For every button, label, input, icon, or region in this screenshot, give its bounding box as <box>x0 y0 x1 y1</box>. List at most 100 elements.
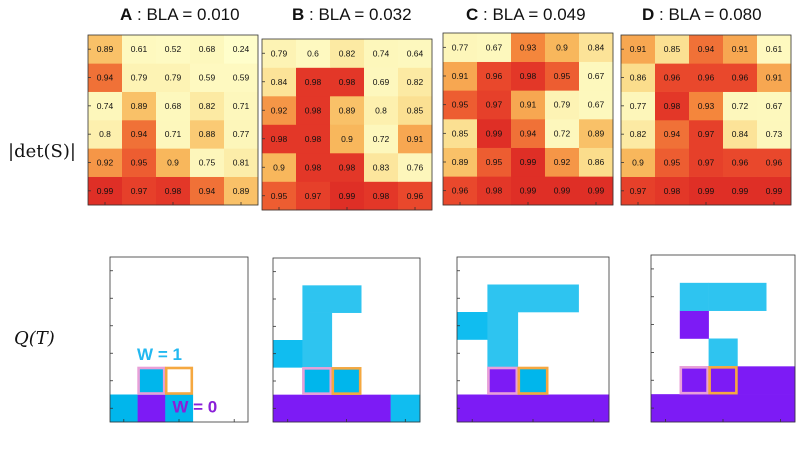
cell-value-label: 0.95 <box>131 158 148 168</box>
cell-value-label: 0.59 <box>199 73 216 83</box>
cell-value-label: 0.61 <box>766 44 783 54</box>
winding-cell-w0 <box>487 367 519 395</box>
cell-value-label: 0.8 <box>375 105 387 115</box>
cell-value-label: 0.91 <box>732 44 749 54</box>
heatmap-cell <box>689 176 724 206</box>
cell-value-label: 0.73 <box>766 129 783 139</box>
heatmap-cell <box>655 120 690 149</box>
highlight-box-pink <box>487 366 519 395</box>
heatmap-cell <box>579 176 614 206</box>
cell-value-label: 0.9 <box>556 42 568 52</box>
panel-title-text: : BLA = 0.032 <box>304 5 411 24</box>
heatmap-cell <box>190 91 225 121</box>
cell-value-label: 0.79 <box>165 73 182 83</box>
highlight-box-orange <box>164 366 194 395</box>
cell-value-label: 0.88 <box>199 129 216 139</box>
cell-value-label: 0.79 <box>271 48 288 58</box>
heatmap-cell <box>364 124 399 154</box>
cell-value-label: 0.95 <box>486 157 503 167</box>
heatmap-cell <box>723 120 758 149</box>
cell-value-label: 0.67 <box>588 71 605 81</box>
cell-value-label: 0.89 <box>233 186 250 196</box>
winding-cell-w1 <box>302 285 362 313</box>
winding-cell-w1 <box>273 340 303 368</box>
cell-value-label: 0.99 <box>766 186 783 196</box>
heatmap-cell <box>224 120 259 149</box>
highlight-box-pink <box>137 366 166 395</box>
cell-value-label: 0.77 <box>233 129 250 139</box>
cell-value-label: 0.98 <box>165 186 182 196</box>
cell-value-label: 0.96 <box>732 158 749 168</box>
heatmap-cell <box>723 35 758 64</box>
heatmap-cell <box>156 91 191 121</box>
cell-value-label: 0.96 <box>732 73 749 83</box>
cell-value-label: 0.96 <box>698 73 715 83</box>
cell-value-label: 0.68 <box>199 44 216 54</box>
winding-cell-w0 <box>651 394 796 423</box>
cell-value-label: 0.98 <box>664 186 681 196</box>
cell-value-label: 0.85 <box>452 128 469 138</box>
winding-cell-w1 <box>517 367 549 395</box>
heatmap-cell <box>579 147 614 177</box>
cell-value-label: 0.98 <box>305 105 322 115</box>
cell-value-label: 0.98 <box>373 191 390 201</box>
heatmap-cell <box>88 176 123 206</box>
cell-value-label: 0.72 <box>554 128 571 138</box>
heatmap-cell <box>296 96 331 125</box>
cell-value-label: 0.96 <box>452 186 469 196</box>
cell-value-label: 0.84 <box>732 129 749 139</box>
cell-value-label: 0.94 <box>199 186 216 196</box>
cell-value-label: 0.99 <box>339 191 356 201</box>
cell-value-label: 0.95 <box>271 191 288 201</box>
heatmap-cell <box>511 61 546 91</box>
heatmap-cell <box>224 63 259 92</box>
heatmap-cell <box>511 176 546 206</box>
cell-value-label: 0.98 <box>664 101 681 111</box>
heatmap-cell <box>262 96 297 125</box>
cell-value-label: 0.72 <box>373 134 390 144</box>
heatmap-cell <box>122 63 157 92</box>
heatmap-cell <box>477 33 512 62</box>
cell-value-label: 0.89 <box>588 128 605 138</box>
heatmap-cell <box>190 148 225 177</box>
heatmap-cell <box>224 91 259 121</box>
cell-value-label: 0.74 <box>97 101 114 111</box>
cell-value-label: 0.98 <box>520 71 537 81</box>
heatmap-cell <box>477 90 512 120</box>
heatmap-cell <box>296 39 331 68</box>
cell-value-label: 0.67 <box>486 42 503 52</box>
cell-value-label: 0.97 <box>305 191 322 201</box>
panel-title-text: : BLA = 0.010 <box>132 5 239 24</box>
cell-value-label: 0.77 <box>452 42 469 52</box>
heatmap-panel-b: B : BLA = 0.032 0.95 0.97 0.99 0.98 0.96 0.9 0.… <box>261 5 433 211</box>
heatmap-cell <box>156 35 191 64</box>
heatmap-cell <box>364 181 399 211</box>
heatmap-cell <box>224 148 259 177</box>
heatmap-cell <box>511 119 546 148</box>
cell-value-label: 0.67 <box>766 101 783 111</box>
heatmap-cell <box>330 124 365 154</box>
heatmap-cell <box>443 176 478 206</box>
panel-letter: B <box>292 5 304 24</box>
heatmap-cell <box>655 91 690 121</box>
heatmap-cell <box>511 33 546 62</box>
cell-value-label: 0.95 <box>554 71 571 81</box>
heatmap-cell <box>511 90 546 120</box>
cell-value-label: 0.91 <box>630 44 647 54</box>
heatmap-cell <box>190 35 225 64</box>
heatmap-cell <box>443 33 478 62</box>
heatmap-cell <box>689 35 724 64</box>
cell-value-label: 0.91 <box>452 71 469 81</box>
winding-cell-w0 <box>457 394 610 423</box>
cell-value-label: 0.82 <box>630 129 647 139</box>
panel-letter: C <box>466 5 478 24</box>
cell-value-label: 0.97 <box>131 186 148 196</box>
heatmap-cell <box>88 91 123 121</box>
cell-value-label: 0.71 <box>233 101 250 111</box>
cell-value-label: 0.99 <box>698 186 715 196</box>
cell-value-label: 0.92 <box>554 157 571 167</box>
heatmap-cell <box>579 61 614 91</box>
heatmap-cell <box>122 120 157 149</box>
heatmap-cell <box>296 181 331 211</box>
